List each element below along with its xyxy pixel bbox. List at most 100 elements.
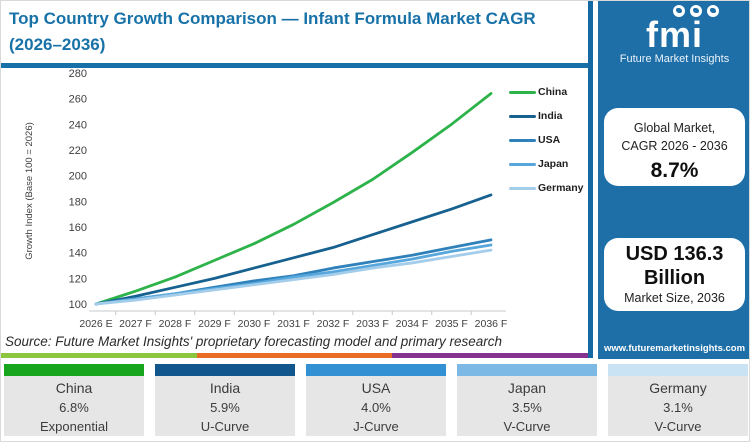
y-tick-label: 280	[69, 68, 87, 80]
series-line-germany	[94, 248, 493, 306]
market-size-value-line2: Billion	[643, 267, 706, 289]
x-tick-label: 2035 F	[435, 318, 468, 330]
legend-label: China	[538, 86, 568, 98]
divider-segment	[392, 353, 589, 358]
country-cagr: 4.0%	[361, 400, 391, 415]
globe-icon	[689, 5, 702, 17]
fmi-logo: fmi Future Market Insights	[598, 5, 749, 65]
country-name: Japan	[507, 380, 547, 396]
legend-label: USA	[538, 134, 561, 146]
legend-swatch	[509, 186, 536, 190]
country-cards-row: China 6.8% Exponential India 5.9% U-Curve USA 4…	[1, 364, 749, 436]
country-name: Germany	[649, 380, 707, 396]
country-card-color-bar	[608, 364, 748, 376]
x-tick-label: 2034 F	[396, 318, 429, 330]
country-card-usa: USA 4.0% J-Curve	[306, 364, 446, 436]
series-line-usa	[94, 238, 493, 306]
country-curve-type: V-Curve	[654, 419, 702, 434]
fmi-logo-globes-icon	[640, 5, 749, 18]
country-card-body: Japan 3.5% V-Curve	[457, 376, 597, 436]
country-card-body: USA 4.0% J-Curve	[306, 376, 446, 436]
y-tick-label: 220	[69, 145, 87, 157]
chart-legend: China India USA Japan Germany	[509, 85, 587, 205]
country-card-body: Germany 3.1% V-Curve	[608, 376, 748, 436]
x-tick-label: 2029 F	[198, 318, 231, 330]
country-cagr: 3.5%	[512, 400, 542, 415]
market-size-card: USD 136.3 Billion Market Size, 2036	[604, 238, 745, 311]
x-tick-label: 2036 F	[475, 318, 508, 330]
country-cagr: 3.1%	[663, 400, 693, 415]
growth-line-chart: Growth Index (Base 100 = 2026) 100 120 140 1…	[24, 68, 508, 330]
legend-swatch	[509, 162, 536, 166]
y-tick-label: 120	[69, 273, 87, 285]
country-card-japan: Japan 3.5% V-Curve	[457, 364, 597, 436]
y-tick-label: 140	[69, 248, 87, 260]
country-cagr: 6.8%	[59, 400, 89, 415]
legend-label: India	[538, 110, 563, 122]
title-rule	[1, 63, 588, 68]
x-tick-label: 2033 F	[356, 318, 389, 330]
y-tick-label: 260	[69, 94, 87, 106]
legend-swatch	[509, 138, 536, 142]
cagr-value: 8.7%	[650, 159, 699, 182]
cagr-card-line1: Global Market,	[633, 121, 716, 135]
fmi-logo-subtext: Future Market Insights	[619, 53, 730, 65]
legend-item-china: China	[509, 85, 587, 99]
source-note: Source: Future Market Insights' propriet…	[5, 334, 503, 349]
series-line-india	[94, 193, 493, 306]
country-card-color-bar	[457, 364, 597, 376]
legend-swatch	[509, 114, 536, 118]
country-card-color-bar	[306, 364, 446, 376]
sidebar: fmi Future Market Insights Global Market…	[598, 1, 749, 359]
legend-item-india: India	[509, 109, 587, 123]
country-card-color-bar	[155, 364, 295, 376]
country-curve-type: U-Curve	[200, 419, 250, 434]
brand-divider	[1, 353, 589, 358]
fmi-logo-text: fmi	[646, 14, 703, 55]
legend-item-germany: Germany	[509, 181, 587, 195]
legend-item-usa: USA	[509, 133, 587, 147]
y-tick-label: 240	[69, 119, 87, 131]
country-card-china: China 6.8% Exponential	[4, 364, 144, 436]
global-cagr-card: Global Market, CAGR 2026 - 2036 8.7%	[604, 108, 745, 186]
cagr-card-line2: CAGR 2026 - 2036	[621, 139, 728, 153]
legend-item-japan: Japan	[509, 157, 587, 171]
country-curve-type: J-Curve	[353, 419, 399, 434]
divider-segment	[1, 353, 197, 358]
page-title: Top Country Growth Comparison — Infant F…	[9, 9, 536, 54]
legend-label: Germany	[538, 182, 584, 194]
x-tick-label: 2031 F	[277, 318, 310, 330]
x-tick-label: 2026 E	[79, 318, 112, 330]
country-cagr: 5.9%	[210, 400, 240, 415]
y-tick-label: 100	[69, 299, 87, 311]
chart-panel: Top Country Growth Comparison — Infant F…	[1, 1, 593, 358]
divider-segment	[196, 353, 393, 358]
country-card-color-bar	[4, 364, 144, 376]
website-link[interactable]: www.futuremarketinsights.com	[603, 343, 746, 354]
y-tick-label: 180	[69, 196, 87, 208]
globe-icon	[672, 5, 685, 17]
legend-swatch	[509, 90, 536, 94]
x-tick-label: 2030 F	[238, 318, 271, 330]
country-card-india: India 5.9% U-Curve	[155, 364, 295, 436]
market-size-value-line1: USD 136.3	[625, 243, 724, 265]
country-curve-type: Exponential	[40, 419, 108, 434]
x-tick-label: 2028 F	[159, 318, 192, 330]
y-tick-label: 200	[69, 171, 87, 183]
country-name: India	[209, 380, 241, 396]
x-tick-label: 2032 F	[317, 318, 350, 330]
country-curve-type: V-Curve	[503, 419, 551, 434]
legend-label: Japan	[538, 158, 569, 170]
globe-icon	[706, 5, 719, 17]
country-name: China	[55, 380, 93, 396]
country-card-body: China 6.8% Exponential	[4, 376, 144, 436]
y-tick-label: 160	[69, 222, 87, 234]
y-axis-title: Growth Index (Base 100 = 2026)	[24, 122, 35, 260]
country-card-germany: Germany 3.1% V-Curve	[608, 364, 748, 436]
series-line-china	[94, 92, 493, 306]
market-size-label: Market Size, 2036	[624, 291, 725, 305]
x-tick-label: 2027 F	[119, 318, 152, 330]
country-name: USA	[361, 380, 391, 396]
country-card-body: India 5.9% U-Curve	[155, 376, 295, 436]
